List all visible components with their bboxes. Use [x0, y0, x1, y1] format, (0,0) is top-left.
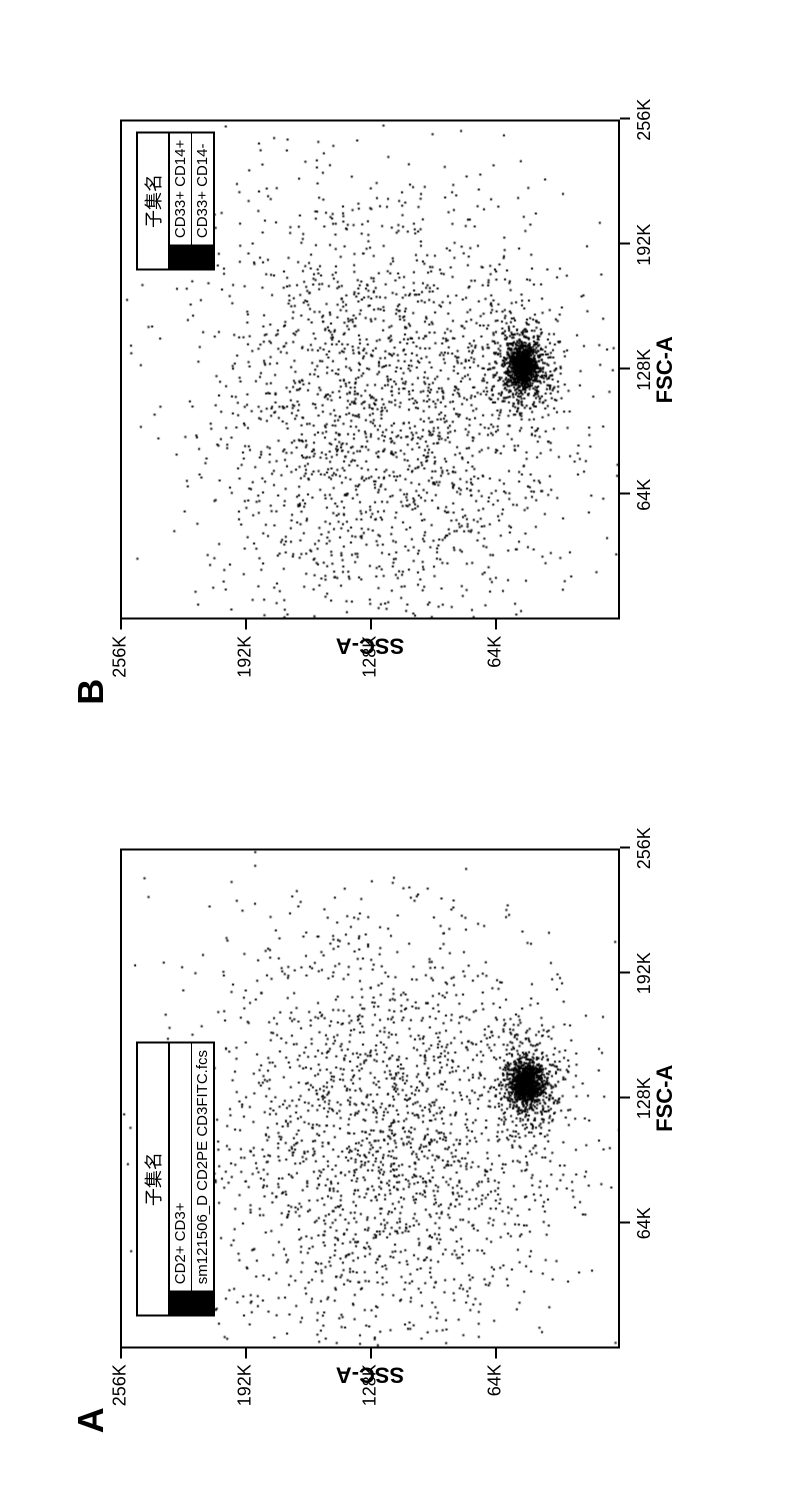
- panel-b-legend: 子集名 CD33+ CD14+CD33+ CD14-: [136, 131, 215, 269]
- axis-tick-label: 64K: [634, 1207, 655, 1239]
- axis-tick: [620, 117, 630, 119]
- panel-b-xlabel: FSC-A: [652, 336, 678, 403]
- axis-tick: [370, 1348, 372, 1358]
- axis-tick: [620, 1221, 630, 1223]
- axis-tick-label: 256K: [110, 1364, 131, 1406]
- axis-tick: [495, 1348, 497, 1358]
- legend-swatch: [192, 1290, 213, 1314]
- figure-container: A SSC-A 64K128K192K256K 子集名 CD2+ CD3+sm1…: [0, 0, 800, 1497]
- axis-tick-label: 256K: [634, 98, 655, 140]
- axis-tick: [120, 619, 122, 629]
- legend-row: CD33+ CD14-: [191, 133, 213, 267]
- panel-b-plotbox: 子集名 CD33+ CD14+CD33+ CD14-: [120, 119, 620, 619]
- axis-tick-label: 64K: [485, 1364, 506, 1396]
- axis-tick-label: 64K: [634, 478, 655, 510]
- panel-b-yticks: 64K128K192K256K: [120, 619, 620, 631]
- panel-b-plot-wrapper: SSC-A 64K128K192K256K 子集名 CD33+ CD14+CD3…: [120, 119, 620, 619]
- panel-b-legend-title: 子集名: [138, 133, 170, 267]
- axis-tick: [620, 492, 630, 494]
- legend-row: CD33+ CD14+: [170, 133, 191, 267]
- panel-a-yticks: 64K128K192K256K: [120, 1348, 620, 1360]
- panel-b-label: B: [70, 678, 112, 704]
- axis-tick-label: 128K: [360, 635, 381, 677]
- legend-swatch: [192, 244, 213, 268]
- panel-a-xticks: 64K128K192K256K: [620, 848, 632, 1348]
- axis-tick-label: 192K: [634, 952, 655, 994]
- axis-tick: [120, 1348, 122, 1358]
- axis-tick: [620, 367, 630, 369]
- legend-label: CD33+ CD14+: [170, 133, 191, 243]
- panel-a-label: A: [70, 1407, 112, 1433]
- axis-tick-label: 192K: [634, 223, 655, 265]
- panel-a-plotbox: 子集名 CD2+ CD3+sm121506_D CD2PE CD3FITC.fc…: [120, 848, 620, 1348]
- panel-a-xlabel: FSC-A: [652, 1064, 678, 1131]
- legend-label: CD2+ CD3+: [170, 1196, 191, 1290]
- legend-swatch: [170, 1290, 191, 1314]
- axis-tick-label: 256K: [110, 635, 131, 677]
- panel-b-xticks: 64K128K192K256K: [620, 119, 632, 619]
- axis-tick: [245, 1348, 247, 1358]
- legend-swatch: [170, 244, 191, 268]
- axis-tick: [620, 971, 630, 973]
- panel-b: B SSC-A 64K128K192K256K 子集名 CD33+ CD14+C…: [80, 64, 720, 704]
- axis-tick-label: 256K: [634, 827, 655, 869]
- panel-a-legend: 子集名 CD2+ CD3+sm121506_D CD2PE CD3FITC.fc…: [136, 1042, 215, 1316]
- axis-tick: [620, 242, 630, 244]
- legend-label: CD33+ CD14-: [192, 137, 213, 244]
- axis-tick: [495, 619, 497, 629]
- axis-tick-label: 192K: [235, 635, 256, 677]
- axis-tick: [620, 846, 630, 848]
- axis-tick: [245, 619, 247, 629]
- panel-a-plot-wrapper: SSC-A 64K128K192K256K 子集名 CD2+ CD3+sm121…: [120, 848, 620, 1348]
- axis-tick: [370, 619, 372, 629]
- axis-tick-label: 128K: [360, 1364, 381, 1406]
- legend-row: CD2+ CD3+: [170, 1044, 191, 1314]
- axis-tick-label: 64K: [485, 635, 506, 667]
- axis-tick: [620, 1096, 630, 1098]
- panel-a-legend-title: 子集名: [138, 1044, 170, 1314]
- legend-row: sm121506_D CD2PE CD3FITC.fcs: [191, 1044, 213, 1314]
- axis-tick-label: 192K: [235, 1364, 256, 1406]
- legend-label: sm121506_D CD2PE CD3FITC.fcs: [192, 1044, 213, 1290]
- panel-a: A SSC-A 64K128K192K256K 子集名 CD2+ CD3+sm1…: [80, 793, 720, 1433]
